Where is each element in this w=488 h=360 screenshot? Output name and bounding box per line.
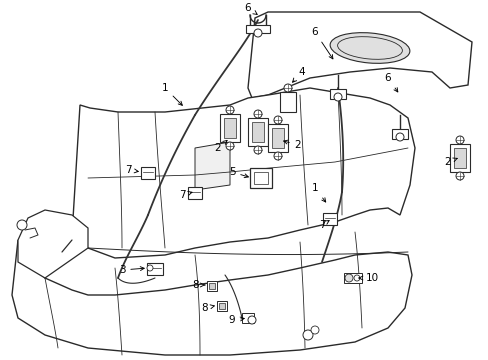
Circle shape — [303, 330, 312, 340]
Circle shape — [273, 152, 282, 160]
Text: 7: 7 — [124, 165, 138, 175]
Text: 8: 8 — [192, 280, 204, 290]
Text: 4: 4 — [292, 67, 305, 82]
Text: 5: 5 — [228, 167, 248, 177]
Bar — [187, 187, 202, 199]
Polygon shape — [12, 240, 411, 355]
Circle shape — [225, 142, 234, 150]
Bar — [329, 89, 346, 99]
Text: 7: 7 — [178, 190, 192, 200]
Circle shape — [253, 146, 262, 154]
Bar — [208, 283, 215, 289]
Text: 7: 7 — [318, 220, 328, 230]
Text: 10: 10 — [358, 273, 378, 283]
Bar — [220, 114, 240, 142]
Bar — [245, 25, 269, 33]
Circle shape — [273, 116, 282, 124]
Bar — [271, 128, 284, 148]
Text: 1: 1 — [311, 183, 325, 202]
Circle shape — [310, 326, 318, 334]
Bar — [206, 281, 217, 291]
Text: 1: 1 — [162, 83, 182, 105]
Bar — [253, 172, 267, 184]
Polygon shape — [72, 88, 414, 258]
Circle shape — [225, 106, 234, 114]
Text: 2: 2 — [444, 157, 456, 167]
Circle shape — [455, 172, 463, 180]
Polygon shape — [18, 210, 88, 278]
Bar — [242, 313, 253, 323]
Circle shape — [147, 265, 153, 271]
Circle shape — [17, 220, 27, 230]
Text: 6: 6 — [384, 73, 397, 92]
Text: 6: 6 — [244, 3, 257, 14]
Text: 9: 9 — [228, 315, 244, 325]
Text: 6: 6 — [311, 27, 332, 59]
Circle shape — [353, 275, 359, 281]
Bar — [323, 213, 336, 225]
Bar — [147, 263, 163, 275]
Polygon shape — [247, 12, 471, 98]
Circle shape — [253, 110, 262, 118]
Bar — [453, 148, 465, 168]
Text: 3: 3 — [119, 265, 144, 275]
Circle shape — [455, 136, 463, 144]
Bar — [391, 129, 407, 139]
Bar — [267, 124, 287, 152]
Text: 2: 2 — [214, 140, 226, 153]
Polygon shape — [195, 142, 229, 190]
Ellipse shape — [329, 33, 409, 63]
Bar — [217, 301, 226, 311]
Circle shape — [247, 316, 256, 324]
Bar — [280, 92, 295, 112]
Bar — [251, 122, 264, 142]
Bar — [247, 118, 267, 146]
Text: 8: 8 — [201, 303, 214, 313]
Circle shape — [333, 93, 341, 101]
Bar — [343, 273, 361, 283]
Bar — [141, 167, 155, 179]
Circle shape — [345, 274, 352, 282]
Circle shape — [284, 84, 291, 92]
Circle shape — [253, 29, 262, 37]
Bar — [449, 144, 469, 172]
Bar — [219, 303, 224, 309]
Circle shape — [395, 133, 403, 141]
Text: 2: 2 — [283, 140, 301, 150]
Bar — [249, 168, 271, 188]
Bar — [224, 118, 236, 138]
